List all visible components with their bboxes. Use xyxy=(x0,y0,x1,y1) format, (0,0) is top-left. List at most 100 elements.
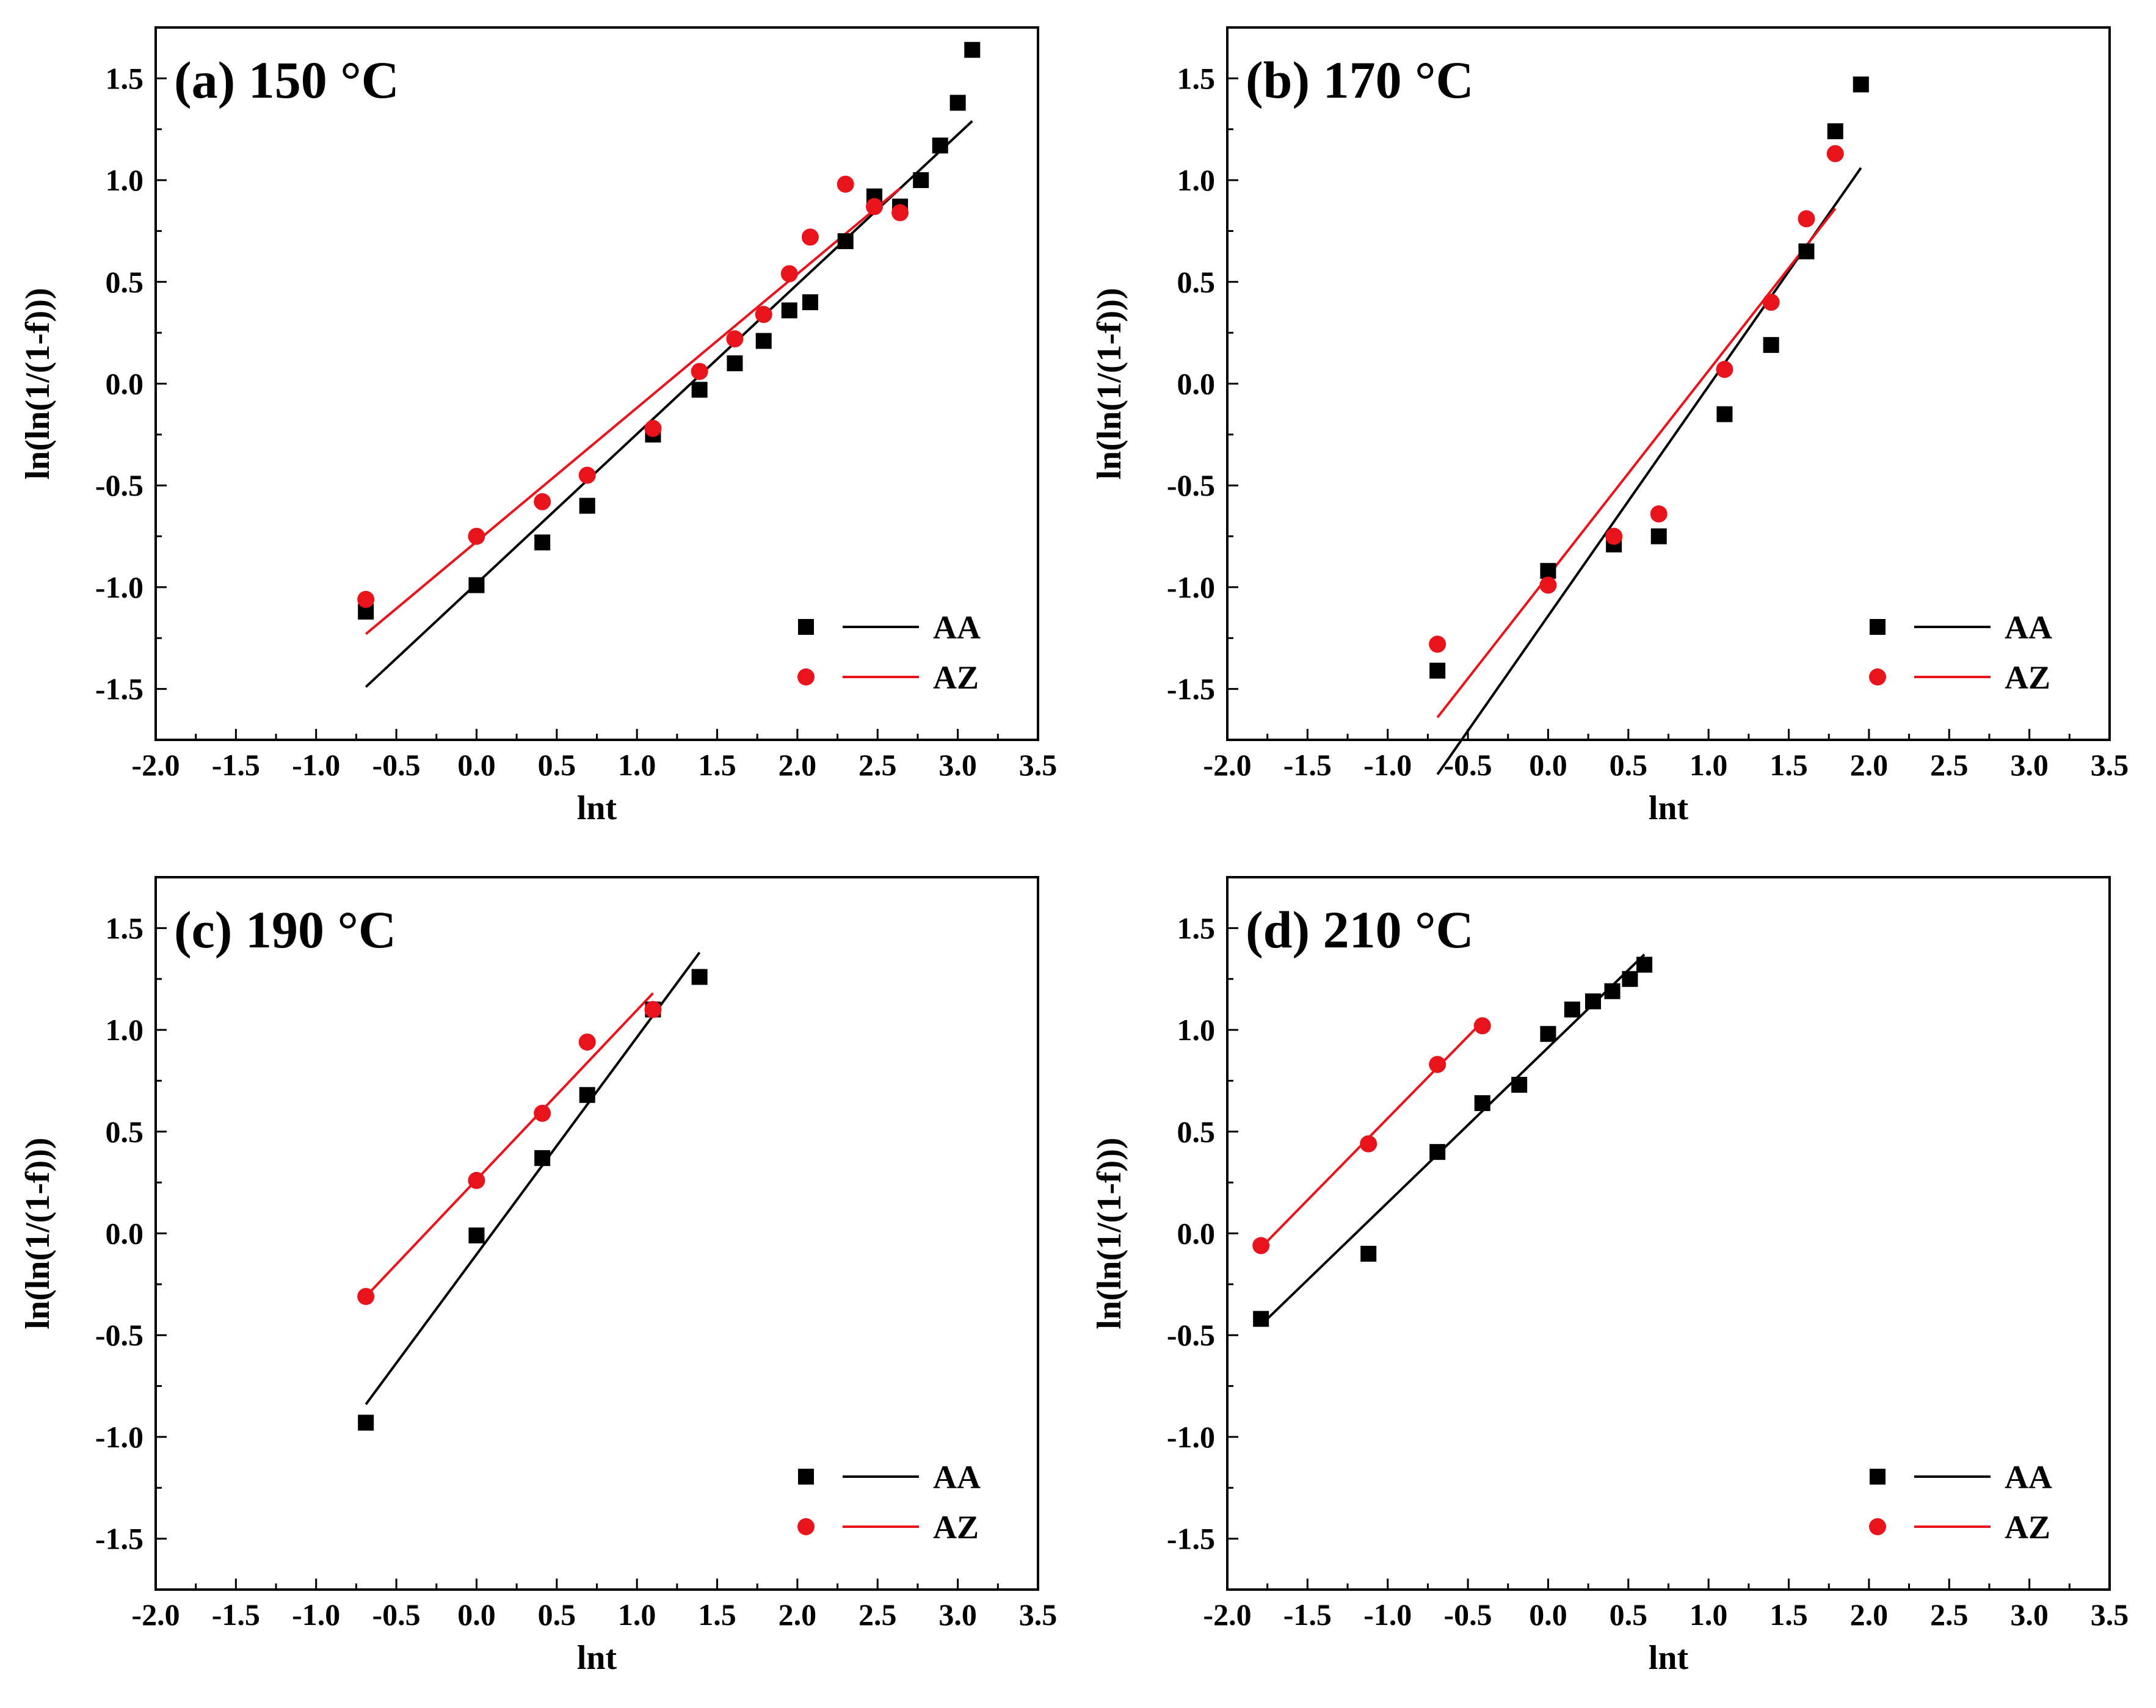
data-point-az xyxy=(1539,576,1557,594)
x-tick-label: 3.5 xyxy=(1019,1598,1058,1632)
data-point-aa xyxy=(1429,662,1446,679)
y-tick-label: 1.0 xyxy=(106,163,144,197)
y-tick-label: 1.5 xyxy=(1177,61,1216,95)
x-tick-label: 1.0 xyxy=(1690,748,1728,782)
data-point-az xyxy=(1360,1135,1377,1153)
data-point-az xyxy=(866,198,884,215)
data-point-aa xyxy=(727,355,743,372)
y-tick-label: 0.0 xyxy=(106,367,144,401)
x-tick-label: -0.5 xyxy=(372,1598,421,1632)
data-point-az xyxy=(534,1104,551,1122)
legend-label-az: AZ xyxy=(2005,659,2050,696)
legend-marker-aa xyxy=(1870,619,1886,635)
x-tick-label: -1.0 xyxy=(1363,748,1412,782)
fit-line-aa xyxy=(1260,954,1646,1326)
x-tick-label: 2.0 xyxy=(1850,1598,1889,1632)
data-point-aa xyxy=(1636,957,1653,973)
data-point-az xyxy=(468,1171,485,1189)
data-point-az xyxy=(644,419,662,437)
data-point-aa xyxy=(1827,123,1843,140)
x-tick-label: -2.0 xyxy=(131,748,180,782)
data-point-az xyxy=(891,204,909,222)
x-tick-label: 2.0 xyxy=(779,1598,817,1632)
y-tick-label: 0.0 xyxy=(1177,1217,1216,1251)
x-tick-label: -1.0 xyxy=(292,748,340,782)
x-tick-label: 0.0 xyxy=(457,1598,496,1632)
data-point-az xyxy=(1473,1017,1491,1035)
data-point-aa xyxy=(1622,971,1638,987)
data-point-aa xyxy=(781,302,797,319)
x-axis-title: lnt xyxy=(577,1639,617,1677)
plot-frame xyxy=(1226,26,2111,741)
data-point-az xyxy=(755,306,772,324)
x-tick-label: 0.5 xyxy=(538,748,576,782)
x-tick-label: 3.0 xyxy=(2010,748,2049,782)
legend-label-aa: AA xyxy=(933,1459,981,1496)
legend-marker-az xyxy=(1869,1518,1886,1535)
data-point-az xyxy=(1252,1237,1270,1254)
x-tick-label: -1.5 xyxy=(212,748,260,782)
y-axis-title: ln(ln(1/(1-f))) xyxy=(1091,288,1128,479)
data-point-aa xyxy=(468,1227,485,1243)
data-point-az xyxy=(578,1033,596,1051)
data-point-az xyxy=(1826,145,1844,162)
y-tick-label: -1.5 xyxy=(1167,672,1215,706)
data-point-az xyxy=(1429,635,1446,653)
data-point-az xyxy=(468,527,485,545)
y-tick-label: 0.5 xyxy=(1177,1115,1216,1149)
data-point-az xyxy=(357,590,375,608)
fit-line-aa xyxy=(365,120,973,688)
x-tick-label: 1.5 xyxy=(1769,748,1808,782)
data-point-aa xyxy=(1540,563,1556,579)
x-tick-label: 1.5 xyxy=(1769,1598,1808,1632)
x-tick-label: 3.0 xyxy=(938,748,977,782)
fit-line-az xyxy=(1436,208,1837,718)
legend-label-az: AZ xyxy=(933,1509,979,1546)
y-tick-label: -1.0 xyxy=(95,1420,143,1454)
y-tick-label: 0.5 xyxy=(1177,265,1216,299)
x-tick-label: 3.5 xyxy=(2091,748,2129,782)
y-axis-title: ln(ln(1/(1-f))) xyxy=(1091,1137,1128,1329)
y-tick-label: -0.5 xyxy=(95,1318,143,1352)
fit-line-aa xyxy=(365,952,701,1405)
data-point-az xyxy=(1429,1055,1446,1073)
data-point-az xyxy=(644,1001,662,1018)
x-tick-label: -2.0 xyxy=(1203,748,1251,782)
x-tick-label: -2.0 xyxy=(131,1598,180,1632)
x-tick-label: 2.5 xyxy=(1930,748,1969,782)
x-tick-label: -0.5 xyxy=(1444,1598,1492,1632)
x-tick-label: -1.0 xyxy=(292,1598,340,1632)
data-point-az xyxy=(801,228,819,246)
data-point-az xyxy=(357,1287,375,1305)
data-point-aa xyxy=(1716,406,1733,422)
data-point-aa xyxy=(579,498,595,514)
y-tick-label: 0.0 xyxy=(106,1217,144,1251)
chart-panel-4: -2.0 -1.5 -1.0 -0.5 0.0 0.5 1.0 1.5 2.0 2.5 3.0 3.5… xyxy=(1091,876,2129,1677)
data-point-az xyxy=(837,175,854,193)
legend-label-az: AZ xyxy=(2005,1509,2050,1546)
legend-marker-az xyxy=(797,1518,815,1535)
legend-marker-az xyxy=(797,668,815,686)
panel-title: (a) 150 °C xyxy=(174,51,399,109)
data-point-az xyxy=(578,466,596,484)
x-tick-label: 1.5 xyxy=(698,748,736,782)
y-tick-label: -1.0 xyxy=(1167,570,1215,604)
y-tick-label: 1.0 xyxy=(106,1013,144,1047)
x-tick-label: 3.0 xyxy=(2010,1598,2049,1632)
data-point-aa xyxy=(691,969,708,985)
x-tick-label: -1.5 xyxy=(1283,748,1332,782)
data-point-az xyxy=(691,363,708,380)
x-tick-label: 1.5 xyxy=(698,1598,736,1632)
data-point-aa xyxy=(534,534,551,551)
data-point-aa xyxy=(468,577,485,593)
x-axis-title: lnt xyxy=(577,789,617,827)
x-tick-label: 1.0 xyxy=(618,1598,656,1632)
y-tick-label: 1.0 xyxy=(1177,163,1216,197)
y-tick-label: -0.5 xyxy=(95,468,143,502)
data-point-az xyxy=(1762,294,1780,311)
y-axis-title: ln(ln(1/(1-f))) xyxy=(19,288,57,479)
y-tick-label: 1.5 xyxy=(1177,911,1216,945)
fit-line-az xyxy=(365,992,654,1298)
fit-line-az xyxy=(1260,1021,1484,1249)
